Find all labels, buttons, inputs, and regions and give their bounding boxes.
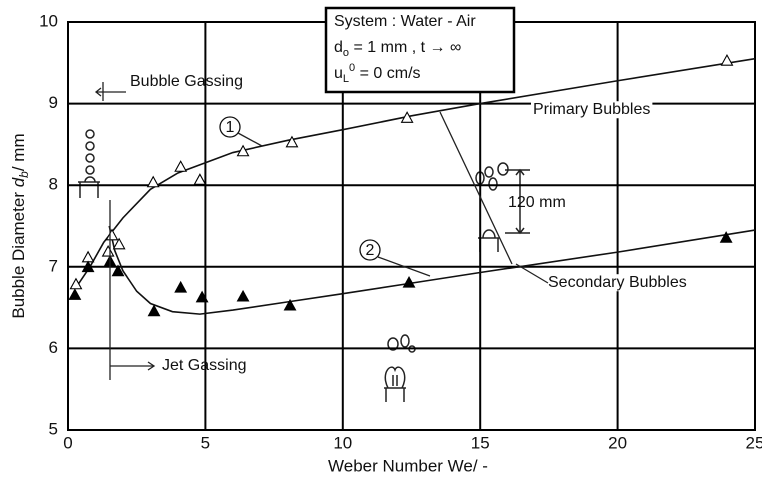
x-tick-label: 10	[333, 433, 352, 452]
y-tick-label: 5	[49, 419, 58, 438]
annotation: 120 mm	[508, 194, 566, 211]
x-tick-label: 5	[201, 433, 210, 452]
data-point	[148, 177, 159, 187]
x-tick-label: 15	[471, 433, 490, 452]
x-axis-label: Weber Number We/ -	[328, 456, 488, 475]
x-tick-label: 20	[608, 433, 627, 452]
curve-label: 2	[366, 242, 375, 259]
box-line: System : Water - Air	[334, 13, 476, 30]
x-tick-label: 25	[746, 433, 762, 452]
y-tick-label: 8	[49, 175, 58, 194]
series-label: Secondary Bubbles	[548, 274, 687, 291]
y-tick-label: 7	[49, 256, 58, 275]
text: / mm	[9, 133, 28, 171]
x-tick-label: 0	[63, 433, 72, 452]
data-point	[194, 174, 205, 184]
annotation: Bubble Gassing	[130, 73, 243, 90]
text: = 0 cm/s	[355, 65, 420, 82]
box-line: do = 1 mm , t → ∞	[334, 39, 461, 59]
data-point	[175, 161, 186, 171]
data-point	[103, 246, 114, 256]
data-point	[175, 282, 186, 292]
chart: 05101520255678910Primary BubblesSecondar…	[0, 0, 762, 478]
data-point	[70, 279, 81, 289]
data-point	[69, 289, 80, 299]
data-point	[106, 230, 117, 240]
data-point	[149, 306, 160, 316]
text: Bubble Diameter	[9, 187, 28, 318]
curve-label: 1	[226, 119, 235, 136]
system-box: System : Water - Air do = 1 mm , t → ∞ u…	[326, 8, 514, 92]
y-tick-label: 6	[49, 338, 58, 357]
series-label: Primary Bubbles	[533, 101, 650, 118]
y-axis-label: Bubble Diameter db/ mm	[9, 133, 31, 318]
data-point	[721, 55, 732, 65]
y-tick-label: 9	[49, 93, 58, 112]
data-point	[83, 252, 94, 262]
data-point	[238, 291, 249, 301]
annotation: Jet Gassing	[162, 357, 246, 374]
subscript: L	[343, 73, 349, 85]
text: = 1 mm , t → ∞	[349, 39, 461, 56]
y-tick-label: 10	[39, 11, 58, 30]
symbol: d	[334, 39, 343, 56]
symbol: u	[334, 65, 343, 82]
